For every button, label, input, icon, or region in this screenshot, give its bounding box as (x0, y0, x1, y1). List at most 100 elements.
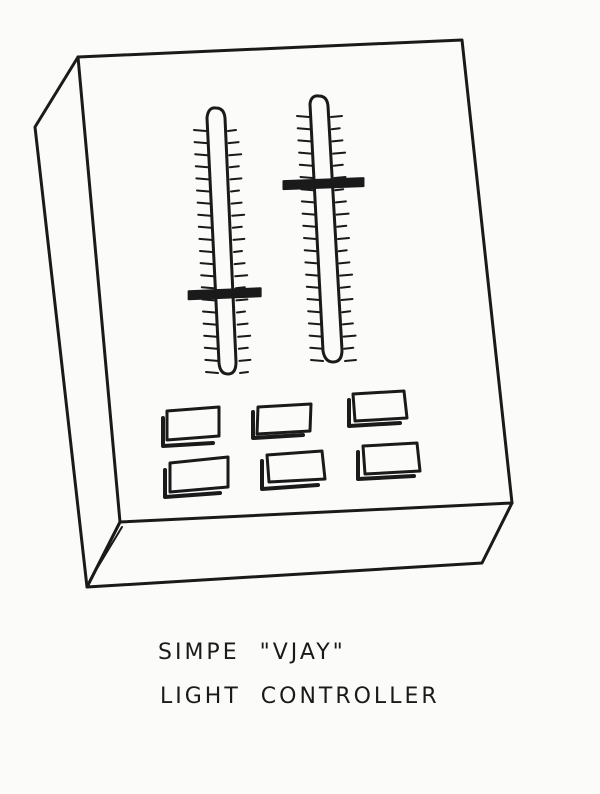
tick-mark (232, 237, 246, 241)
tick-mark (237, 346, 249, 350)
tick-mark (199, 250, 213, 253)
tick-mark (302, 224, 317, 228)
tick-mark (236, 310, 246, 314)
tick-mark (301, 212, 316, 216)
tick-mark (194, 153, 209, 157)
tick-mark (238, 358, 252, 362)
tick-mark (227, 141, 240, 145)
tick-mark (297, 139, 312, 143)
button-6[interactable] (356, 441, 422, 481)
tick-mark (343, 346, 355, 350)
tick-mark (298, 151, 313, 155)
tick-mark (198, 237, 213, 241)
tick-mark (342, 334, 357, 338)
tick-mark (204, 358, 219, 362)
button-3[interactable] (347, 389, 409, 428)
tick-mark (237, 334, 252, 338)
tick-mark (296, 127, 311, 131)
tick-mark (233, 250, 243, 253)
tick-mark (194, 165, 209, 169)
tick-mark (303, 249, 318, 253)
tick-mark (307, 322, 322, 326)
left-slider-track (205, 106, 238, 376)
button-grid (161, 389, 422, 499)
tick-mark (203, 346, 218, 350)
tick-mark (305, 285, 320, 289)
caption-line-2: LIGHT CONTROLLER (160, 684, 440, 709)
tick-mark (339, 285, 351, 289)
tick-mark (196, 189, 210, 193)
tick-mark (228, 153, 243, 157)
device-front-face (85, 501, 514, 589)
tick-mark (230, 189, 240, 193)
caption-line-1: SIMPE "VJAY" (158, 640, 346, 665)
tick-mark (200, 274, 215, 278)
tick-mark (330, 115, 343, 118)
button-5[interactable] (260, 449, 327, 491)
tick-mark (300, 200, 315, 204)
tick-mark (334, 200, 347, 204)
tick-mark (335, 212, 350, 216)
tick-mark (231, 213, 246, 217)
tick-mark (337, 237, 350, 240)
tick-mark (332, 163, 344, 167)
tick-mark (337, 249, 348, 253)
tick-mark (233, 262, 246, 266)
device-left-face (33, 55, 122, 589)
tick-mark (336, 224, 348, 228)
tick-mark (331, 139, 344, 143)
button-4[interactable] (163, 455, 230, 499)
tick-mark (236, 322, 249, 326)
tick-mark (202, 322, 217, 326)
tick-mark (228, 165, 240, 169)
tick-mark (234, 274, 249, 278)
tick-mark (193, 141, 208, 145)
fader-knobs (187, 177, 365, 301)
tick-mark (202, 310, 216, 314)
tick-mark (229, 177, 243, 181)
tick-mark (299, 176, 314, 179)
tick-mark (303, 237, 317, 240)
device-edge-stroke (89, 526, 123, 581)
tick-mark (298, 163, 313, 167)
tick-mark (309, 346, 324, 350)
tick-mark (235, 298, 249, 302)
tick-mark (193, 129, 207, 132)
tick-mark (227, 129, 237, 132)
tick-mark (308, 334, 323, 338)
tick-mark (333, 176, 347, 179)
tick-mark (296, 115, 310, 118)
tick-mark (340, 298, 354, 301)
tick-mark (306, 298, 321, 301)
tick-mark (203, 334, 218, 338)
tick-mark (234, 286, 246, 290)
tick-mark (195, 177, 210, 181)
tick-mark (339, 273, 354, 277)
controller-body (33, 38, 514, 589)
tick-mark (305, 273, 320, 277)
tick-mark (196, 201, 211, 205)
right-fader-knob[interactable] (282, 177, 365, 191)
tick-mark (330, 127, 341, 131)
tick-mark (231, 225, 243, 229)
tick-mark (304, 261, 319, 265)
left-fader-knob[interactable] (187, 287, 262, 301)
tick-mark (334, 188, 345, 192)
tick-mark (205, 371, 219, 374)
tick-mark (341, 310, 352, 314)
tick-mark (239, 371, 249, 374)
tick-mark (338, 261, 351, 265)
tick-mark (200, 286, 215, 290)
device-top-face (76, 38, 514, 524)
slider-tick-marks (193, 115, 357, 374)
button-2[interactable] (251, 402, 313, 440)
right-slider-track (308, 94, 344, 364)
tick-mark (307, 310, 322, 314)
tick-mark (310, 359, 324, 362)
slider-tracks (205, 94, 344, 376)
button-1[interactable] (161, 405, 221, 448)
tick-mark (230, 201, 243, 205)
tick-mark (341, 322, 354, 326)
